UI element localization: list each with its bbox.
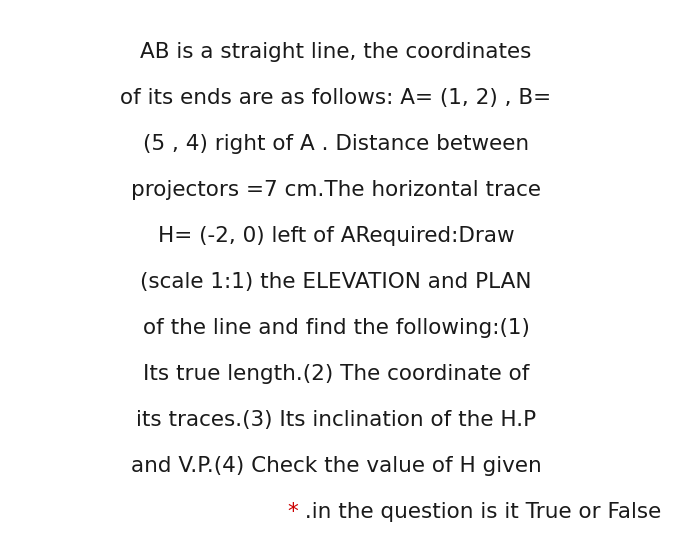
Text: and V.P.(4) Check the value of H given: and V.P.(4) Check the value of H given: [131, 456, 541, 476]
Text: projectors =7 cm.The horizontal trace: projectors =7 cm.The horizontal trace: [131, 180, 541, 200]
Text: (5 , 4) right of A . Distance between: (5 , 4) right of A . Distance between: [143, 134, 529, 154]
Text: .in the question is it True or False: .in the question is it True or False: [298, 502, 662, 522]
Text: (scale 1:1) the ELEVATION and PLAN: (scale 1:1) the ELEVATION and PLAN: [140, 272, 532, 292]
Text: *: *: [287, 502, 298, 522]
Text: AB is a straight line, the coordinates: AB is a straight line, the coordinates: [140, 42, 532, 62]
Text: its traces.(3) Its inclination of the H.P: its traces.(3) Its inclination of the H.…: [136, 410, 536, 430]
Text: H= (-2, 0) left of ARequired:Draw: H= (-2, 0) left of ARequired:Draw: [157, 226, 514, 246]
Text: of the line and find the following:(1): of the line and find the following:(1): [143, 318, 530, 338]
Text: of its ends are as follows: A= (1, 2) , B=: of its ends are as follows: A= (1, 2) , …: [120, 88, 552, 108]
Text: Its true length.(2) The coordinate of: Its true length.(2) The coordinate of: [143, 364, 529, 384]
